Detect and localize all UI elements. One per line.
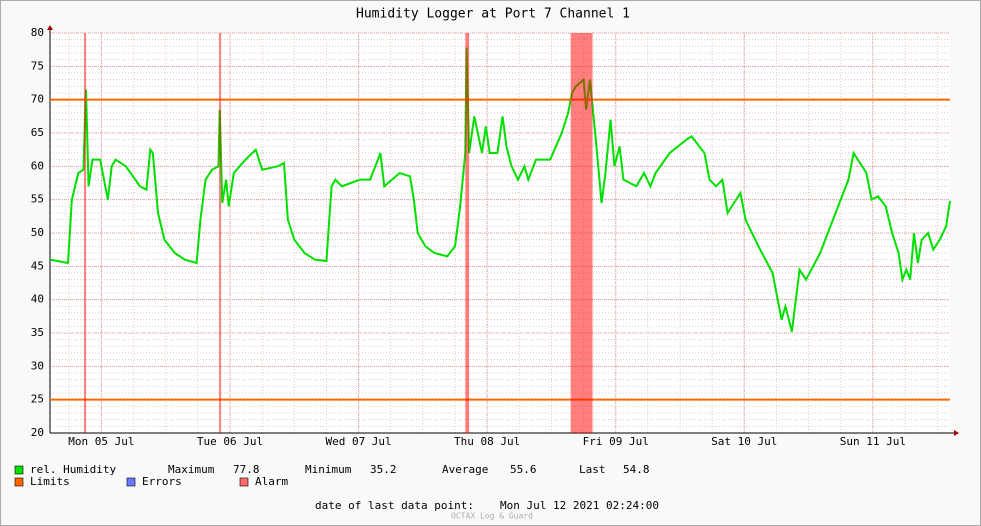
y-tick-label: 25 <box>31 393 44 406</box>
alarm-band <box>570 33 593 433</box>
y-tick-label: 45 <box>31 259 44 272</box>
y-tick-label: 20 <box>31 426 44 439</box>
stat-label: Maximum <box>168 463 215 476</box>
axis-arrow <box>47 25 53 30</box>
stat-value: 55.6 <box>510 463 537 476</box>
y-tick-label: 80 <box>31 26 44 39</box>
y-tick-label: 35 <box>31 326 44 339</box>
data-line <box>49 47 951 332</box>
stat-value: 77.8 <box>233 463 260 476</box>
watermark: OCTAX Log & Guard <box>451 512 533 521</box>
legend-label: Errors <box>142 475 182 488</box>
alarm-band <box>84 33 87 433</box>
x-tick-label: Wed 07 Jul <box>325 435 391 448</box>
alarm-band <box>219 33 222 433</box>
x-tick-label: Sun 11 Jul <box>840 435 906 448</box>
y-tick-label: 30 <box>31 359 44 372</box>
footer-label: date of last data point: <box>315 499 474 512</box>
stat-label: Average <box>442 463 488 476</box>
stat-value: 54.8 <box>623 463 650 476</box>
stat-label: Minimum <box>305 463 352 476</box>
stat-label: Last <box>579 463 606 476</box>
footer-value: Mon Jul 12 2021 02:24:00 <box>500 499 659 512</box>
y-tick-label: 40 <box>31 293 44 306</box>
y-tick-label: 65 <box>31 126 44 139</box>
chart-title: Humidity Logger at Port 7 Channel 1 <box>356 7 630 22</box>
y-tick-label: 60 <box>31 159 44 172</box>
y-tick-label: 70 <box>31 93 44 106</box>
stat-value: 35.2 <box>370 463 397 476</box>
legend-swatch <box>239 477 249 487</box>
legend-label: Limits <box>30 475 70 488</box>
legend-label: rel. Humidity <box>30 463 116 476</box>
x-tick-label: Fri 09 Jul <box>583 435 649 448</box>
x-tick-label: Tue 06 Jul <box>197 435 263 448</box>
alarm-band <box>465 33 470 433</box>
y-tick-label: 55 <box>31 193 44 206</box>
x-tick-label: Thu 08 Jul <box>454 435 520 448</box>
legend-swatch <box>14 477 24 487</box>
legend-swatch <box>126 477 136 487</box>
axis-arrow <box>954 430 959 436</box>
y-tick-label: 50 <box>31 226 44 239</box>
y-tick-label: 75 <box>31 59 44 72</box>
legend-label: Alarm <box>255 475 288 488</box>
x-tick-label: Sat 10 Jul <box>711 435 777 448</box>
x-tick-label: Mon 05 Jul <box>68 435 134 448</box>
legend-swatch <box>14 465 24 475</box>
